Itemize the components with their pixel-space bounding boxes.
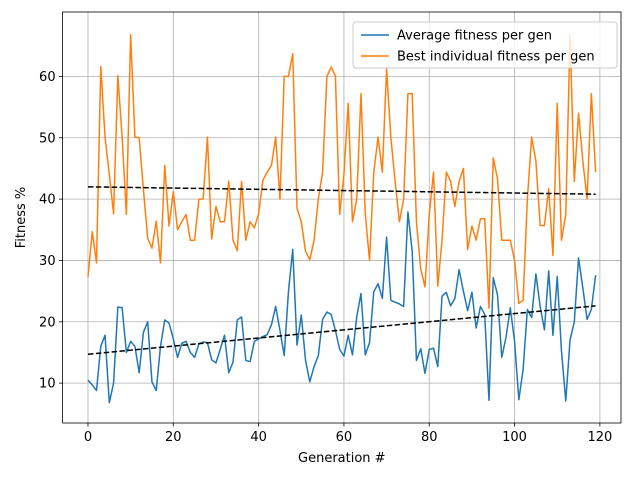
y-tick-label: 30 [39, 254, 56, 269]
data-line [87, 33, 597, 310]
x-tick-label: 20 [165, 430, 182, 445]
y-tick-label: 50 [39, 131, 56, 146]
y-tick-label: 40 [39, 193, 56, 208]
x-tick-label: 60 [336, 430, 353, 445]
y-axis-label: Fitness % [14, 187, 29, 249]
axes-frame [62, 11, 622, 424]
x-tick-label: 0 [84, 430, 92, 445]
x-tick-label: 120 [587, 430, 612, 445]
legend-label: Average fitness per gen [397, 29, 552, 44]
x-tick-label: 40 [250, 430, 267, 445]
y-tick-label: 10 [39, 377, 56, 392]
trend-line [87, 305, 596, 356]
data-line [87, 211, 597, 404]
legend-label: Best individual fitness per gen [397, 50, 595, 65]
trend-line [87, 186, 596, 195]
x-tick-label: 100 [502, 430, 527, 445]
y-tick-label: 20 [39, 315, 56, 330]
x-axis-label: Generation # [298, 451, 386, 466]
legend-box [352, 21, 618, 69]
y-tick-label: 60 [39, 70, 56, 85]
legend: Average fitness per gen Best individual f… [352, 21, 618, 69]
x-tick-label: 80 [421, 430, 438, 445]
